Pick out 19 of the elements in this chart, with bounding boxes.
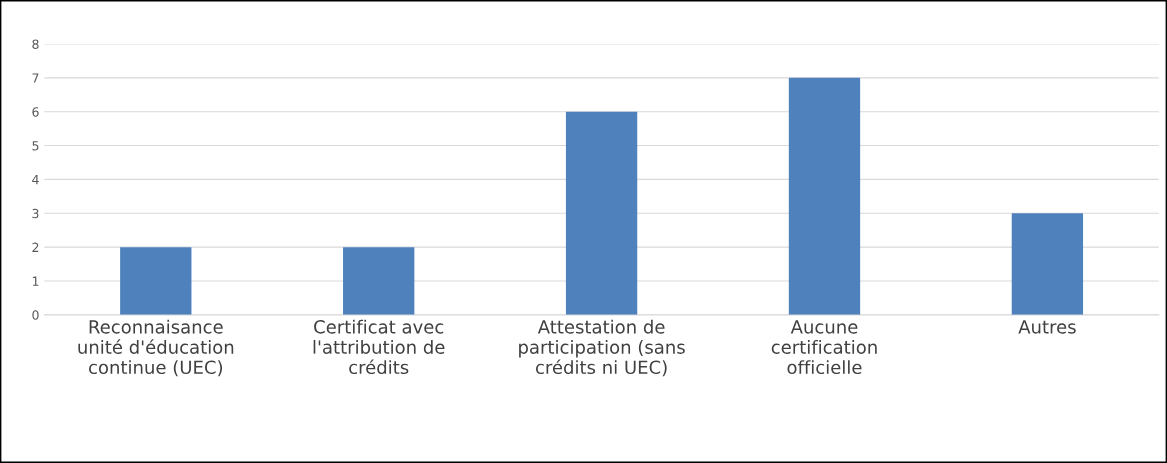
- bar: [1011, 213, 1084, 315]
- x-tick-label: Autres: [1018, 320, 1076, 334]
- x-tick-label: Attestation de participation (sans crédits ni UEC): [519, 319, 685, 377]
- bar: [343, 247, 415, 315]
- y-tick-label: 6: [32, 107, 39, 117]
- y-tick-label: 1: [32, 276, 39, 286]
- x-tick-label: Certificat avec l'attribution de crédits: [313, 319, 445, 375]
- y-tick-label: 8: [32, 39, 39, 49]
- y-tick-label: 0: [32, 310, 39, 320]
- y-tick-label: 3: [32, 208, 39, 219]
- x-tick-label: Reconnaisance unité d'éducation continue (UEC): [78, 319, 234, 377]
- y-tick-label: 4: [32, 175, 39, 185]
- y-tick-label: 5: [32, 141, 39, 151]
- y-tick-label: 2: [32, 242, 39, 252]
- bar: [120, 247, 192, 315]
- x-tick-label: Aucune certification officielle: [771, 320, 877, 375]
- y-tick-label: 7: [32, 73, 39, 83]
- bar: [565, 111, 638, 315]
- bar: [788, 77, 861, 315]
